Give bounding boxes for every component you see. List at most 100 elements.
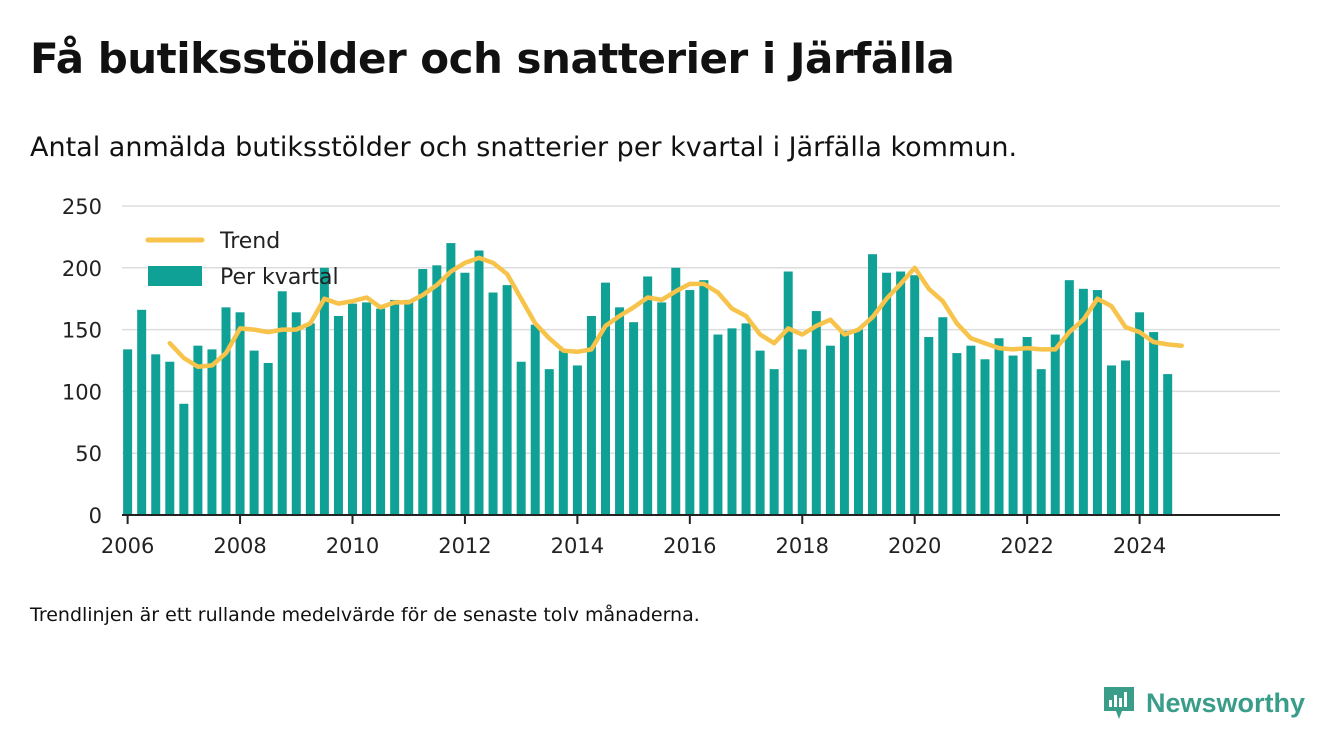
bar — [319, 267, 329, 515]
y-tick-label: 250 — [62, 195, 102, 219]
bar — [924, 337, 934, 515]
bar — [839, 330, 849, 515]
bar — [1106, 365, 1116, 515]
bar — [137, 309, 147, 515]
newsworthy-logo-icon — [1104, 687, 1134, 719]
bar — [1163, 374, 1173, 515]
chart-title: Få butiksstölder och snatterier i Järfäl… — [30, 34, 955, 83]
bar — [474, 250, 484, 515]
bar — [755, 350, 765, 515]
bar — [783, 271, 793, 515]
bar — [516, 361, 526, 515]
bar — [193, 345, 203, 515]
bar — [896, 271, 906, 515]
bar — [151, 354, 161, 515]
x-tick-label: 2012 — [438, 534, 491, 558]
bar — [629, 322, 639, 515]
bar — [291, 312, 301, 515]
bar — [966, 345, 976, 515]
bar — [811, 311, 821, 515]
x-tick-label: 2006 — [101, 534, 154, 558]
bar — [1092, 290, 1102, 515]
bar — [249, 350, 259, 515]
chart-subtitle: Antal anmälda butiksstölder och snatteri… — [30, 132, 1018, 163]
bar — [488, 292, 498, 515]
legend-bar-label: Per kvartal — [220, 265, 339, 290]
bar — [600, 282, 610, 515]
bar — [404, 299, 414, 515]
bar — [868, 254, 878, 516]
newsworthy-logo[interactable]: Newsworthy — [1102, 683, 1305, 723]
bar — [657, 302, 667, 515]
y-tick-label: 100 — [62, 380, 102, 404]
bar — [685, 290, 695, 515]
y-axis-ticks: 0 50 100 150 200 250 — [62, 195, 102, 528]
bar — [305, 323, 315, 515]
bar — [277, 291, 287, 515]
bar — [460, 272, 470, 515]
x-tick-label: 2024 — [1113, 534, 1166, 558]
bar — [1149, 332, 1159, 515]
bar — [221, 307, 231, 515]
bar — [1078, 288, 1088, 515]
bar — [699, 280, 709, 515]
bar — [825, 345, 835, 515]
chart-area: 0 50 100 150 200 250 2006 2008 2010 2012 2014 2016… — [62, 195, 1280, 558]
bar — [952, 353, 962, 515]
legend-trend-label: Trend — [219, 229, 280, 254]
bar — [1050, 334, 1060, 515]
bar — [348, 303, 358, 515]
bar — [1008, 355, 1018, 515]
bar — [938, 317, 948, 515]
y-tick-label: 200 — [62, 257, 102, 281]
bar — [727, 328, 737, 515]
bar — [544, 369, 554, 515]
y-tick-label: 150 — [62, 319, 102, 343]
bar — [797, 349, 807, 515]
x-tick-label: 2022 — [1000, 534, 1053, 558]
bar-series — [123, 243, 1173, 516]
legend-bar-swatch — [148, 266, 202, 286]
x-tick-label: 2010 — [326, 534, 379, 558]
bar — [376, 308, 386, 515]
bar — [910, 275, 920, 515]
y-tick-label: 0 — [89, 504, 102, 528]
bar — [362, 302, 372, 515]
bar — [207, 349, 217, 515]
bar — [994, 338, 1004, 515]
bar — [1064, 280, 1074, 515]
bar — [741, 323, 751, 515]
x-tick-label: 2014 — [551, 534, 604, 558]
bar — [123, 349, 133, 515]
x-axis-ticks: 2006 2008 2010 2012 2014 2016 2018 2020 2022 2024 — [101, 515, 1166, 558]
bar — [1036, 369, 1046, 515]
bar — [853, 329, 863, 515]
y-tick-label: 50 — [75, 442, 102, 466]
bar — [558, 350, 568, 515]
x-tick-label: 2008 — [213, 534, 266, 558]
bar — [713, 334, 723, 515]
bar — [530, 324, 540, 515]
footnote: Trendlinjen är ett rullande medelvärde f… — [30, 604, 700, 626]
bar — [643, 276, 653, 515]
trend-line — [167, 255, 1184, 369]
bar — [615, 307, 625, 515]
bar — [390, 299, 400, 515]
trend-series — [167, 255, 1184, 369]
bar — [882, 272, 892, 515]
bar — [1121, 360, 1131, 515]
bar — [179, 403, 189, 515]
newsworthy-logo-text: Newsworthy — [1146, 687, 1306, 718]
bar — [980, 359, 990, 515]
bar — [1135, 312, 1145, 515]
x-tick-label: 2016 — [663, 534, 716, 558]
bar — [502, 285, 512, 515]
bar — [446, 243, 456, 515]
x-tick-label: 2020 — [888, 534, 941, 558]
bar — [418, 269, 428, 515]
bar — [235, 312, 245, 515]
legend: Trend Per kvartal — [145, 229, 339, 290]
bar — [432, 265, 442, 515]
bar — [1022, 337, 1032, 515]
bar — [333, 316, 343, 515]
